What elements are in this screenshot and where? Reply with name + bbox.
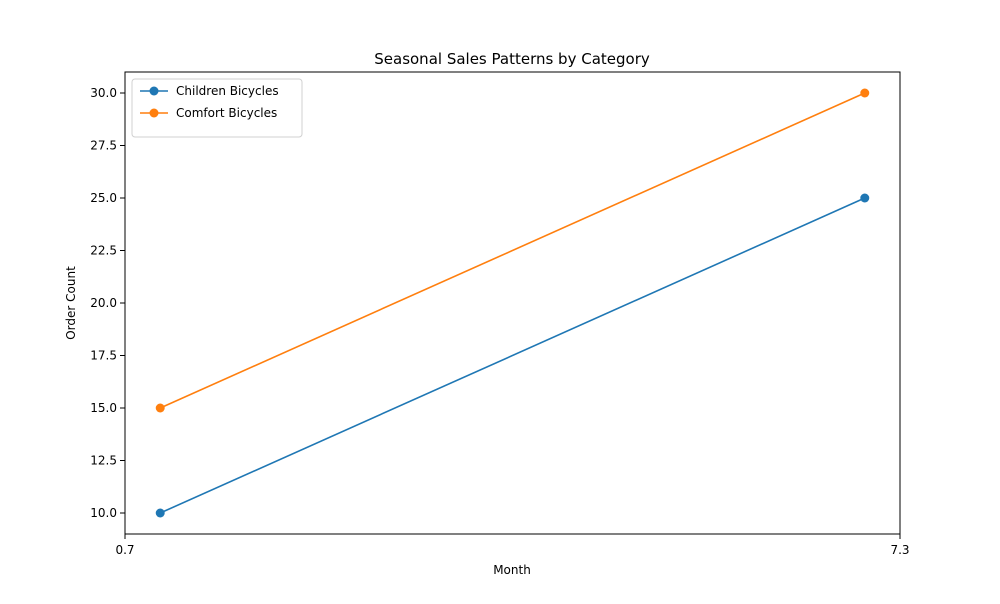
data-point [155, 403, 165, 413]
series-line [159, 197, 866, 514]
legend-swatch-marker [149, 86, 159, 96]
y-tick-label: 12.5 [90, 454, 117, 468]
x-axis: 0.7 7.3 [115, 534, 910, 557]
y-axis: 10.0 12.5 15.0 17.5 20.0 22.5 25.0 27.5 30.0 [90, 86, 125, 520]
series-line [159, 92, 866, 409]
data-point [860, 88, 870, 98]
x-tick-label: 7.3 [890, 543, 909, 557]
legend-frame [131, 78, 303, 138]
legend-item: Children Bicycles [140, 84, 279, 98]
legend-label: Children Bicycles [176, 84, 279, 98]
legend: Children Bicycles Comfort Bicycles [131, 78, 303, 138]
legend-item: Comfort Bicycles [140, 106, 277, 120]
chart-title: Seasonal Sales Patterns by Category [374, 50, 650, 68]
plot-frame [124, 71, 901, 535]
series-lines [155, 88, 870, 518]
legend-label: Comfort Bicycles [176, 106, 277, 120]
series-0 [155, 193, 870, 518]
x-axis-label: Month [493, 563, 531, 577]
legend-swatch-marker [149, 108, 159, 118]
y-axis-label: Order Count [64, 266, 78, 340]
y-tick-label: 10.0 [90, 506, 117, 520]
data-point [155, 508, 165, 518]
series-1 [155, 88, 870, 413]
y-tick-label: 22.5 [90, 244, 117, 258]
y-tick-label: 27.5 [90, 139, 117, 153]
y-tick-label: 20.0 [90, 296, 117, 310]
y-tick-label: 15.0 [90, 401, 117, 415]
data-point [860, 193, 870, 203]
y-tick-label: 17.5 [90, 349, 117, 363]
y-tick-label: 25.0 [90, 191, 117, 205]
x-tick-label: 0.7 [115, 543, 134, 557]
y-tick-label: 30.0 [90, 86, 117, 100]
